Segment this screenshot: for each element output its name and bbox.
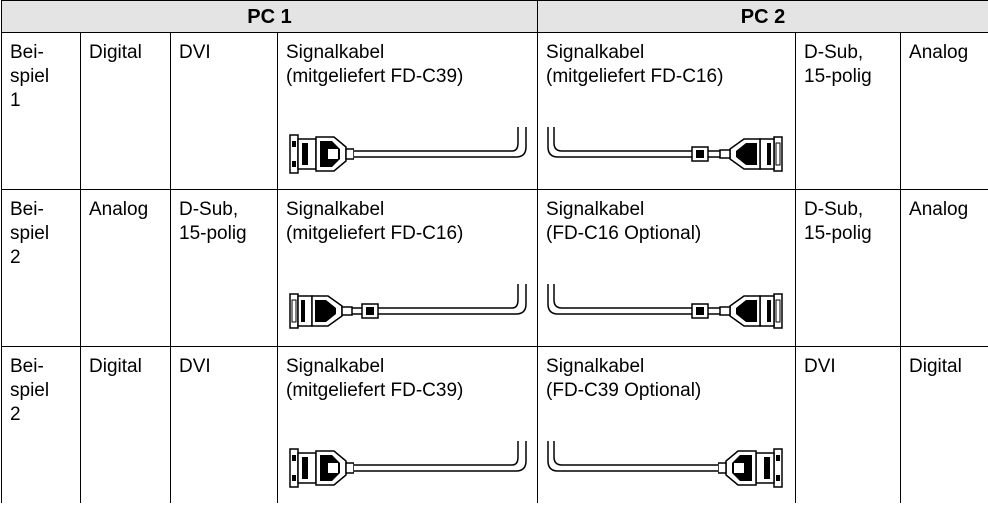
cell-text: Signalkabel (FD-C39 Optional) [546, 356, 702, 401]
table-cell: Analog [80, 189, 171, 347]
table-cell: Signalkabel (FD-C39 Optional) [537, 346, 797, 503]
cable-drawing [289, 441, 527, 488]
table-cell: Signalkabel (FD-C16 Optional) [537, 189, 797, 347]
cell-text: DVI [179, 356, 211, 377]
cell-text: Bei- spiel 2 [10, 356, 50, 425]
cell-text: Digital [89, 356, 142, 377]
header-cell: PC 1 [0, 0, 539, 33]
table-cell: D-Sub, 15-polig [795, 189, 902, 347]
cell-text: Signalkabel (mitgeliefert FD-C16) [286, 199, 464, 244]
cell-text: Signalkabel (mitgeliefert FD-C39) [286, 356, 464, 401]
cell-text: Digital [909, 356, 962, 377]
table-cell: Signalkabel (mitgeliefert FD-C39) [276, 32, 539, 190]
table-cell: Digital [80, 346, 171, 503]
cell-text: Signalkabel (FD-C16 Optional) [546, 199, 702, 244]
cable-table: PC 1 PC 2 Bei- spiel 1 Digital DVI Signalka… [0, 0, 988, 503]
cell-text: Bei- spiel 1 [10, 42, 50, 111]
table-cell: Bei- spiel 2 [1, 346, 81, 503]
cell-text: D-Sub, 15-polig [179, 199, 247, 244]
cell-text: Signalkabel (mitgeliefert FD-C39) [286, 42, 464, 87]
table-row: Bei- spiel 2 Analog D-Sub, 15-polig Signalk… [1, 189, 988, 347]
table-cell: Signalkabel (mitgeliefert FD-C39) [276, 346, 539, 503]
table-cell: DVI [170, 32, 278, 190]
table-cell: Signalkabel (mitgeliefert FD-C16) [276, 189, 539, 347]
cable-drawing [547, 284, 783, 329]
cell-text: D-Sub, 15-polig [804, 199, 872, 244]
table-cell: D-Sub, 15-polig [795, 32, 902, 190]
table-cell: Analog [900, 32, 988, 190]
table-cell: Signalkabel (mitgeliefert FD-C16) [537, 32, 797, 190]
table-row: Bei- spiel 1 Digital DVI Signalkabel (mitge… [1, 32, 988, 190]
cell-text: Digital [89, 42, 142, 63]
table-row: Bei- spiel 2 Digital DVI Signalkabel (mitge… [1, 346, 988, 503]
table-cell: DVI [795, 346, 902, 503]
table-cell: Analog [900, 189, 988, 347]
header-row: PC 1 PC 2 [0, 0, 988, 33]
header-cell: PC 2 [537, 0, 988, 33]
cell-text: Signalkabel (mitgeliefert FD-C16) [546, 42, 724, 87]
table-cell: Bei- spiel 1 [1, 32, 81, 190]
cell-text: DVI [179, 42, 211, 63]
table-cell: D-Sub, 15-polig [170, 189, 278, 347]
cell-text: Analog [909, 199, 969, 220]
cell-text: DVI [804, 356, 836, 377]
cell-text: Bei- spiel 2 [10, 199, 50, 268]
cable-drawing [547, 127, 783, 172]
cell-text: Analog [89, 199, 149, 220]
cable-drawing [547, 441, 783, 488]
cable-drawing [289, 284, 527, 329]
cable-drawing [289, 127, 527, 174]
table-cell: Digital [80, 32, 171, 190]
table-cell: DVI [170, 346, 278, 503]
cell-text: D-Sub, 15-polig [804, 42, 872, 87]
table-cell: Bei- spiel 2 [1, 189, 81, 347]
table-cell: Digital [900, 346, 988, 503]
cell-text: Analog [909, 42, 969, 63]
